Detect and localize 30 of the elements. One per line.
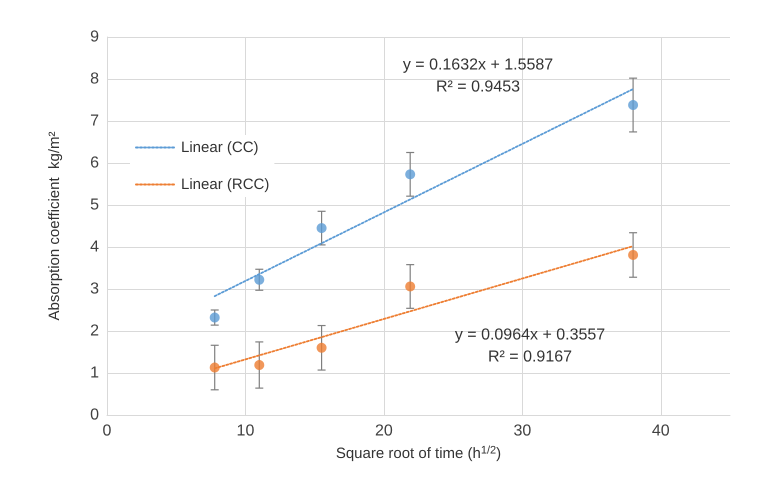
point <box>254 274 264 285</box>
y-tick-label: 1 <box>90 364 100 382</box>
y-tick-label: 6 <box>90 154 100 172</box>
x-tick-label: 10 <box>236 422 254 440</box>
legend-label: Linear (CC) <box>181 139 259 156</box>
point <box>628 250 638 260</box>
x-tick-label: 30 <box>513 422 532 440</box>
x-tick-label: 40 <box>652 422 670 440</box>
y-axis-title: Absorption coefficient kg/m² <box>46 132 63 320</box>
x-tick-label: 0 <box>102 422 112 440</box>
y-tick-label: 0 <box>90 406 100 424</box>
legend-label: Linear (RCC) <box>181 176 270 193</box>
point <box>316 342 327 353</box>
point <box>316 223 327 234</box>
y-tick-label: 5 <box>90 196 100 214</box>
y-tick-label: 7 <box>90 112 100 130</box>
point <box>210 312 220 323</box>
y-tick-label: 3 <box>90 280 100 298</box>
point <box>405 169 416 180</box>
y-tick-label: 8 <box>90 70 100 88</box>
annotation: y = 0.0964x + 0.3557 R² = 0.9167 <box>454 326 606 366</box>
point <box>628 100 638 110</box>
annotation: y = 0.1632x + 1.5587 R² = 0.9453 <box>402 56 554 96</box>
y-tick-label: 9 <box>90 28 100 46</box>
y-tick-label: 4 <box>90 238 100 256</box>
x-tick-label: 20 <box>374 422 393 440</box>
point <box>210 362 220 373</box>
point <box>254 360 264 370</box>
y-tick-label: 2 <box>90 322 100 340</box>
point <box>405 281 416 292</box>
